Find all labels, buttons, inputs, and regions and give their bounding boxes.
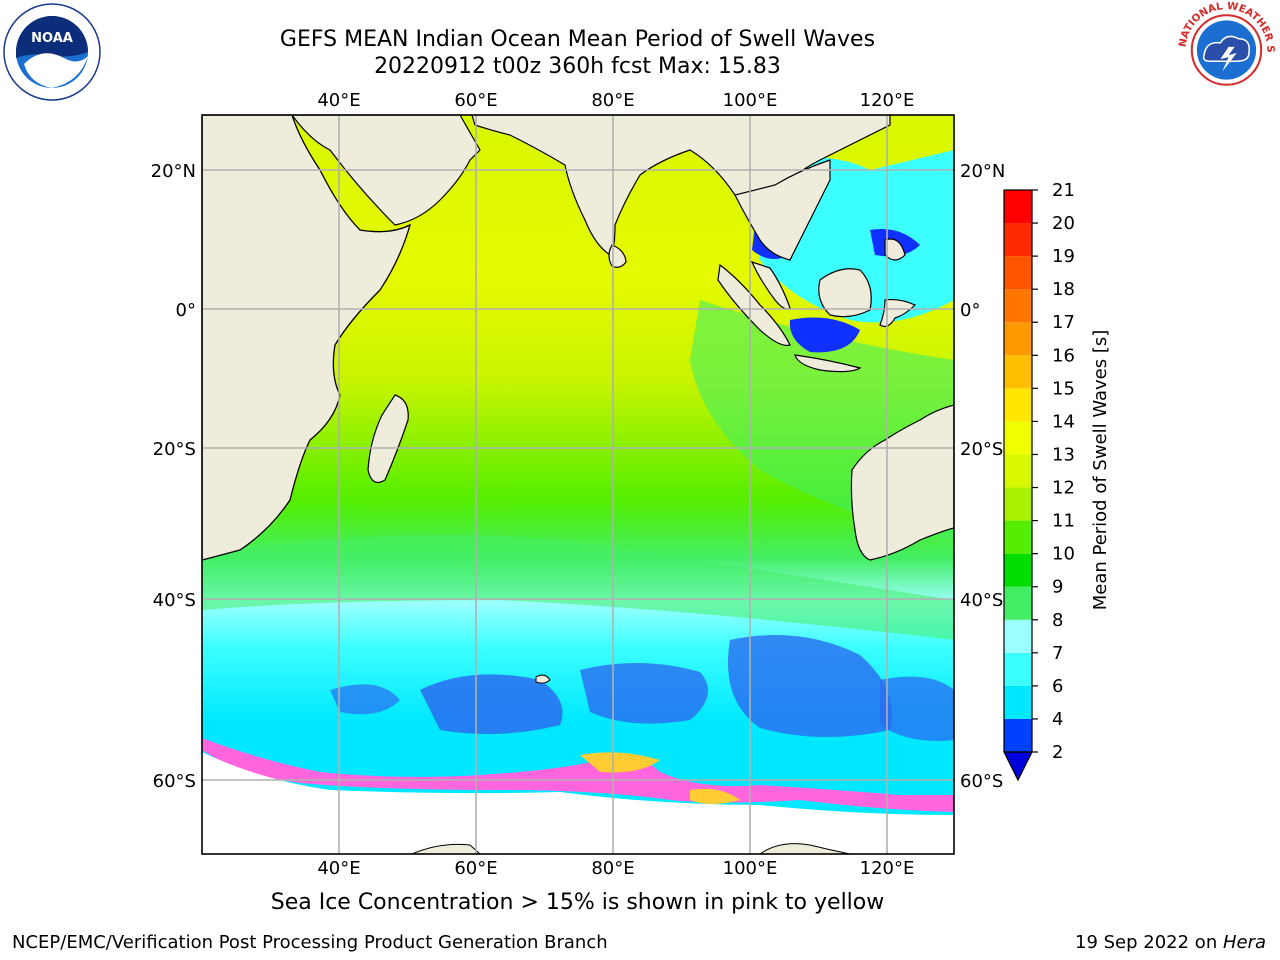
lat-label-right: 40°S: [960, 590, 1003, 611]
colorbar-segment: [1004, 718, 1032, 752]
lat-label-left: 40°S: [153, 590, 196, 611]
page-subtitle: 20220912 t00z 360h fcst Max: 15.83: [374, 54, 781, 79]
lat-label-right: 20°S: [960, 439, 1003, 460]
footer-date: 19 Sep 2022 on Hera: [1075, 932, 1266, 953]
colorbar-under-arrow: [1003, 751, 1033, 782]
colorbar-tick-label: 13: [1052, 444, 1075, 465]
colorbar-frame: [1003, 189, 1033, 753]
colorbar-segment: [1004, 256, 1032, 290]
map-area: [202, 115, 954, 854]
low-period-patch: [420, 674, 563, 734]
nws-logo-icon: NATIONAL WEATHER SERVICE: [1175, 2, 1275, 97]
lat-labels: 20°N 0° 20°S 40°S 60°S 20°N 0° 20°S 40°S…: [151, 161, 1006, 792]
colorbar-segment: [1004, 223, 1032, 257]
sea-ice-note: Sea Ice Concentration > 15% is shown in …: [270, 890, 885, 915]
lat-label-right: 60°S: [960, 771, 1003, 792]
lon-label-bottom: 60°E: [454, 858, 497, 879]
colorbar-label: Mean Period of Swell Waves [s]: [1090, 330, 1111, 611]
colorbar-segment: [1004, 454, 1032, 488]
colorbar-tick-label: 2: [1052, 742, 1063, 763]
sea-ice-high: [580, 752, 660, 773]
lon-label-top: 100°E: [723, 90, 778, 111]
colorbar-tick-label: 21: [1052, 180, 1075, 201]
indochina-land: [734, 159, 831, 261]
lat-label-left: 0°: [176, 300, 196, 321]
colorbar-tick-label: 4: [1052, 709, 1063, 730]
lat-label-left: 60°S: [153, 771, 196, 792]
footer-date-text: 19 Sep 2022 on: [1075, 932, 1223, 953]
sulawesi-land: [879, 298, 917, 328]
low-period-patch: [880, 676, 954, 741]
antarctica-land: [759, 843, 851, 854]
lat-label-left: 20°N: [151, 161, 196, 182]
colorbar-segment: [1004, 322, 1032, 356]
lon-labels: 40°E 60°E 80°E 100°E 120°E 40°E 60°E 80°…: [317, 90, 914, 879]
footer-credit: NCEP/EMC/Verification Post Processing Pr…: [12, 932, 608, 953]
lon-label-top: 40°E: [317, 90, 360, 111]
graticule: [202, 115, 954, 854]
map-frame: [201, 114, 955, 855]
colorbar-tick-label: 18: [1052, 279, 1075, 300]
colorbar-segment: [1004, 421, 1032, 455]
lat-label-right: 20°N: [960, 161, 1005, 182]
lon-label-top: 120°E: [860, 90, 915, 111]
colorbar-segment: [1004, 487, 1032, 521]
low-period-patch: [330, 684, 400, 715]
colorbar-tick-label: 7: [1052, 643, 1063, 664]
java-land: [794, 354, 862, 373]
borneo-land: [818, 268, 872, 318]
low-period-patch: [580, 662, 708, 724]
colorbar-segment: [1004, 685, 1032, 719]
colorbar-segment: [1004, 652, 1032, 686]
colorbar-tick-label: 8: [1052, 610, 1063, 631]
java-sea-blue: [789, 317, 860, 353]
colorbar-tick-label: 10: [1052, 544, 1075, 565]
lon-label-bottom: 40°E: [317, 858, 360, 879]
lon-label-top: 80°E: [591, 90, 634, 111]
no-data-area: [202, 752, 954, 854]
colorbar-segment: [1004, 553, 1032, 587]
sea-ice-high: [690, 788, 740, 804]
colorbar-tick-label: 14: [1052, 411, 1075, 432]
colorbar-tick-label: 11: [1052, 511, 1075, 532]
colorbar-segment: [1004, 388, 1032, 422]
colorbar-tick-label: 9: [1052, 577, 1063, 598]
colorbar-tick-label: 15: [1052, 378, 1075, 399]
sea-ice-band: [202, 738, 954, 812]
colorbar-tick-label: 19: [1052, 246, 1075, 267]
antarctica-land: [411, 843, 481, 854]
lon-label-bottom: 80°E: [591, 858, 634, 879]
philippines-land: [884, 238, 906, 261]
colorbar-tick-label: 6: [1052, 676, 1063, 697]
colorbar-segment: [1004, 619, 1032, 653]
footer-host: Hera: [1222, 932, 1266, 953]
lon-label-bottom: 120°E: [860, 858, 915, 879]
colorbar-segment: [1004, 586, 1032, 620]
colorbar-tick-label: 17: [1052, 312, 1075, 333]
colorbar: 2 4 6 7 8 9 10 11 12 13 14 15 16 17 18 19 20 21: [1003, 180, 1075, 782]
lat-label-left: 20°S: [153, 439, 196, 460]
mid-period-band: [202, 534, 954, 640]
colorbar-segment: [1004, 190, 1032, 224]
low-period-patch: [728, 635, 892, 738]
noaa-logo-icon: NOAA: [3, 3, 101, 101]
lon-label-top: 60°E: [454, 90, 497, 111]
lat-label-right: 0°: [960, 300, 980, 321]
colorbar-segment: [1004, 289, 1032, 323]
colorbar-tick-label: 12: [1052, 478, 1075, 499]
colorbar-tick-label: 16: [1052, 345, 1075, 366]
arabia-land: [202, 115, 481, 226]
lon-label-bottom: 100°E: [723, 858, 778, 879]
australia-land: [850, 404, 954, 561]
kerguelen-land: [535, 674, 551, 684]
colorbar-segment: [1004, 355, 1032, 389]
colorbar-segment: [1004, 520, 1032, 554]
page-title: GEFS MEAN Indian Ocean Mean Period of Sw…: [279, 27, 876, 52]
colorbar-tick-label: 20: [1052, 213, 1075, 234]
noaa-logo-text: NOAA: [31, 31, 73, 46]
